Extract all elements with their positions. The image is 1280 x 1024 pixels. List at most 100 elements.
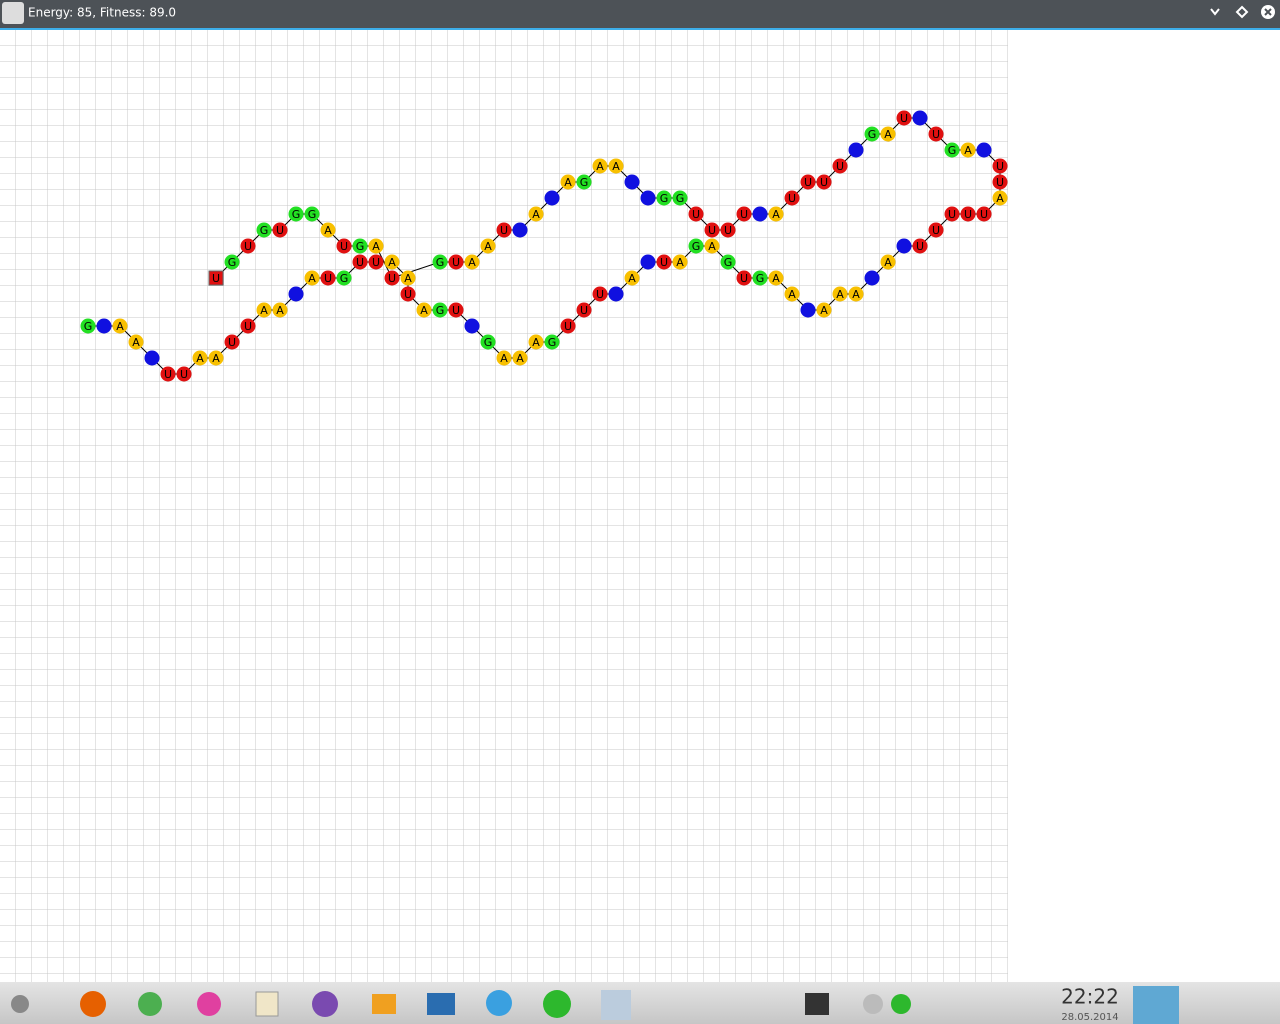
nucleotide-label: U [820,176,828,189]
nucleotide [992,158,1008,174]
nucleotide [640,254,656,270]
nucleotide [352,254,368,270]
chat[interactable] [486,990,512,1016]
tray-icon[interactable] [805,993,829,1015]
app-launcher[interactable] [138,992,162,1016]
mail[interactable] [427,993,455,1015]
nucleotide-label: U [948,208,956,221]
nucleotide-label: U [740,208,748,221]
nucleotide [384,270,400,286]
app-launcher[interactable] [543,990,571,1018]
nucleotide-label: G [868,128,877,141]
nucleotide-label: A [484,240,492,253]
nucleotide [816,174,832,190]
app-icon[interactable] [2,2,24,24]
nucleotide [592,286,608,302]
nucleotide [192,350,208,366]
nucleotide [608,286,624,302]
nucleotide [224,254,240,270]
nucleotide [976,206,992,222]
nucleotide-label: U [276,224,284,237]
nucleotide [368,254,384,270]
nucleotide [864,270,880,286]
nucleotide [656,190,672,206]
nucleotide [960,206,976,222]
nucleotide-label: A [676,256,684,269]
nucleotide-label: U [564,320,572,333]
nucleotide-label: A [324,224,332,237]
nucleotide [976,142,992,158]
nucleotide-label: A [852,288,860,301]
nucleotide-label: A [772,272,780,285]
nucleotide [784,190,800,206]
nucleotide [832,286,848,302]
tray-icon[interactable] [863,994,883,1014]
nucleotide [304,206,320,222]
nucleotide-label: A [308,272,316,285]
nucleotide-label: A [260,304,268,317]
nucleotide [864,126,880,142]
nucleotide [352,238,368,254]
nucleotide [800,174,816,190]
maximize-button[interactable] [1235,5,1249,19]
clock-date: 28.05.2014 [1061,1012,1118,1023]
nucleotide [944,206,960,222]
tray-icon[interactable] [891,994,911,1014]
nucleotide-label: G [660,192,669,205]
start-menu[interactable] [11,995,29,1013]
nucleotide [736,206,752,222]
nucleotide [160,366,176,382]
lattice-grid [0,30,1008,982]
nucleotide [688,206,704,222]
nucleotide-label: U [180,368,188,381]
nucleotide [448,254,464,270]
nucleotide [848,142,864,158]
minimize-button[interactable] [1210,8,1220,16]
nucleotide [944,142,960,158]
title-bar [0,0,1280,28]
nucleotide [576,174,592,190]
nucleotide-label: A [612,160,620,173]
firefox[interactable] [80,991,106,1017]
nucleotide-label: U [900,112,908,125]
nucleotide-label: U [660,256,668,269]
java-app[interactable] [601,990,631,1020]
nucleotide-label: U [372,256,380,269]
nucleotide-label: U [340,240,348,253]
nucleotide [288,286,304,302]
nucleotide [384,254,400,270]
nucleotide [144,350,160,366]
nucleotide-label: G [580,176,589,189]
nucleotide-label: A [884,256,892,269]
nucleotide-label: U [996,160,1004,173]
nucleotide [608,158,624,174]
desktop-pager[interactable] [1133,986,1179,1024]
nucleotide [640,190,656,206]
nucleotide-label: A [532,336,540,349]
nucleotide-label: A [132,336,140,349]
nucleotide-label: A [596,160,604,173]
nucleotide [800,302,816,318]
nucleotide-label: A [532,208,540,221]
close-button[interactable] [1261,5,1275,19]
nucleotide-label: U [932,128,940,141]
nucleotide [480,334,496,350]
nucleotide [784,286,800,302]
nucleotide-label: A [628,272,636,285]
app-launcher[interactable] [255,991,279,1017]
nucleotide [736,270,752,286]
app-launcher[interactable] [312,991,338,1017]
nucleotide [880,254,896,270]
nucleotide [336,270,352,286]
nucleotide [928,222,944,238]
nucleotide [528,334,544,350]
app-launcher[interactable] [372,994,396,1014]
nucleotide [432,254,448,270]
nucleotide [912,238,928,254]
app-launcher[interactable] [197,992,221,1016]
nucleotide [688,238,704,254]
nucleotide-label: U [724,224,732,237]
nucleotide-label: U [596,288,604,301]
nucleotide-label: U [916,240,924,253]
nucleotide-label: U [164,368,172,381]
